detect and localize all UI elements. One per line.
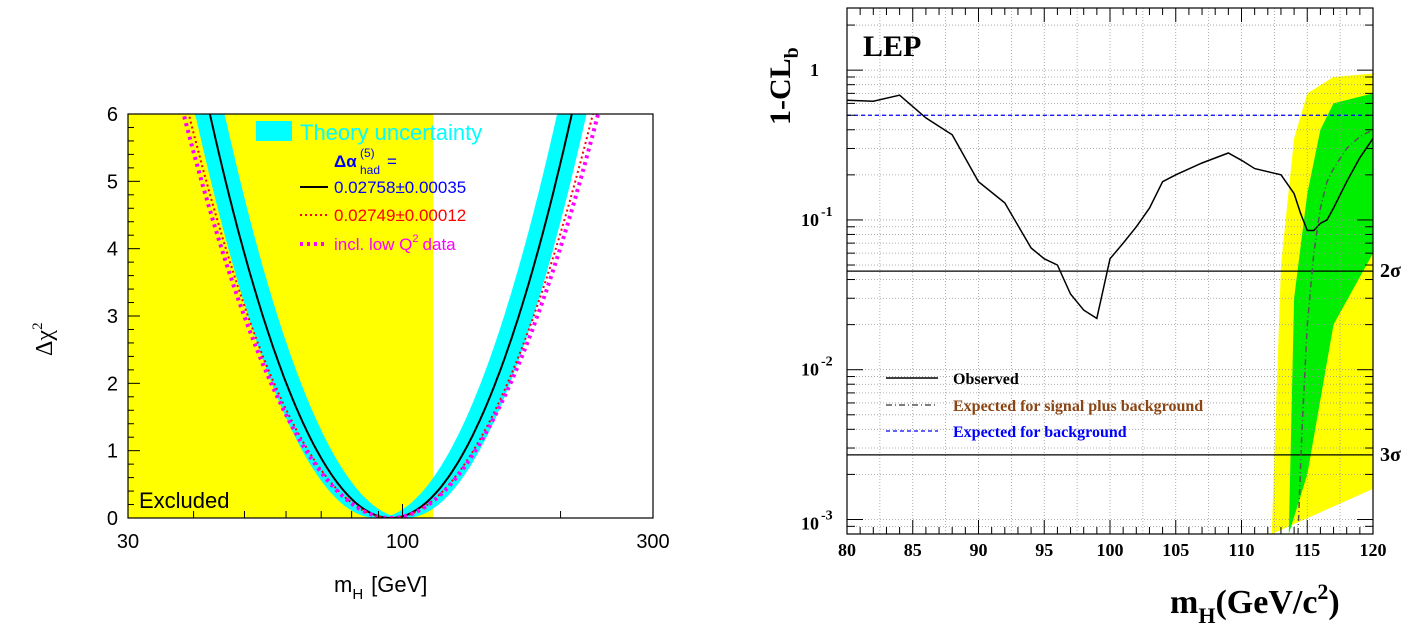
legend-series-1-label: 0.02758±0.00035 <box>334 178 466 197</box>
theory-uncertainty-label: Theory uncertainty <box>300 120 482 145</box>
right-x-tick-label: 80 <box>838 540 856 560</box>
right-x-label-main: m <box>1170 584 1198 621</box>
right-y-axis-label: 1-CLb <box>764 47 803 125</box>
right-legend: Observed Expected for signal plus backgr… <box>886 371 1203 441</box>
right-y-tick-exponent: -3 <box>821 508 833 523</box>
legend-series-2-label: 0.02749±0.00012 <box>334 206 466 225</box>
right-x-tick-label: 100 <box>1097 540 1124 560</box>
left-x-tick-label: 300 <box>636 531 669 553</box>
theory-uncertainty-swatch <box>256 121 292 141</box>
left-x-label-sub: H <box>352 586 363 603</box>
series-3-name-suffix: data <box>423 235 457 254</box>
right-y-tick-label: 10 <box>801 360 819 380</box>
left-x-label-main: m <box>334 572 352 597</box>
right-x-tick-label: 85 <box>904 540 922 560</box>
right-x-label-unit-post: ) <box>1328 584 1339 621</box>
right-x-tick-label: 105 <box>1162 540 1189 560</box>
left-y-axis-label: Δχ2 <box>30 322 58 356</box>
observed-curve <box>846 94 1374 320</box>
right-x-label-unit-pre: (GeV/c <box>1215 584 1317 621</box>
series-3-name: incl. low Q <box>334 235 412 254</box>
left-x-label-unit: [GeV] <box>371 572 427 597</box>
delta-alpha-eq: = <box>387 152 397 171</box>
legend-observed-label: Observed <box>953 371 1019 388</box>
left-y-tick-label: 2 <box>107 373 118 395</box>
right-y-tick-exponent: -1 <box>821 205 833 220</box>
curve-series-2 <box>187 114 594 518</box>
delta-alpha-sub: had <box>360 163 380 177</box>
left-y-tick-label: 1 <box>107 441 118 463</box>
left-y-tick-label: 0 <box>107 508 118 530</box>
left-y-tick-label: 5 <box>107 171 118 193</box>
right-y-tick-label: 1 <box>810 60 819 80</box>
reference-lines-group: 2σ 3σ <box>847 114 1401 466</box>
left-y-tick-label: 4 <box>107 239 118 261</box>
left-chart: 0 1 2 3 4 5 6 30 100 300 Theory uncertainty Δα ha… <box>30 104 670 603</box>
curve-series-3 <box>181 114 601 518</box>
excluded-label: Excluded <box>139 488 230 513</box>
sigma-label: 3σ <box>1380 444 1401 466</box>
right-x-axis-label: mH(GeV/c2) <box>1170 579 1340 626</box>
left-x-tick-label: 30 <box>117 531 139 553</box>
left-x-axis-label: mH [GeV] <box>334 572 427 603</box>
right-y-tick-label: 10 <box>801 513 819 533</box>
green-band <box>1288 93 1373 535</box>
curve-series-1 <box>208 114 573 518</box>
left-y-label-sup: 2 <box>30 322 46 330</box>
legend-signal-label: Expected for signal plus background <box>953 398 1203 415</box>
right-y-label-sub: b <box>781 47 803 58</box>
series-3-name-sup: 2 <box>412 233 418 245</box>
lep-title: LEP <box>863 30 921 63</box>
left-y-tick-label: 3 <box>107 306 118 328</box>
sigma-label: 2σ <box>1380 260 1401 282</box>
right-x-tick-label: 95 <box>1035 540 1053 560</box>
right-x-tick-label: 115 <box>1294 540 1320 560</box>
excluded-region <box>128 114 434 518</box>
left-y-label-main: Δχ <box>32 330 58 356</box>
delta-alpha-sup: (5) <box>360 146 375 160</box>
excluded-region-group <box>128 114 434 518</box>
curves-group <box>181 114 601 518</box>
right-y-tick-exponent: -2 <box>821 355 833 370</box>
delta-alpha-symbol: Δα <box>334 152 357 171</box>
signal-plus-background-curve <box>1297 129 1374 535</box>
left-ticks-group: 0 1 2 3 4 5 6 30 100 300 <box>107 104 670 553</box>
delta-alpha-main: Δα <box>334 152 357 171</box>
right-x-tick-label: 110 <box>1228 540 1254 560</box>
right-x-label-unit-sup: 2 <box>1317 579 1328 604</box>
legend-background-label: Expected for background <box>953 424 1127 441</box>
legend-series-3-label: incl. low Q2 data <box>334 233 456 254</box>
right-y-label-main: 1-CL <box>764 58 797 125</box>
left-y-tick-label: 6 <box>107 104 118 126</box>
right-x-tick-label: 120 <box>1360 540 1387 560</box>
right-y-tick-label: 10 <box>801 210 819 230</box>
right-x-label-sub: H <box>1198 603 1215 626</box>
expectation-bands-group <box>1271 73 1373 535</box>
observed-curves-group <box>846 94 1374 535</box>
right-x-tick-label: 90 <box>970 540 988 560</box>
left-x-tick-label: 100 <box>386 531 419 553</box>
